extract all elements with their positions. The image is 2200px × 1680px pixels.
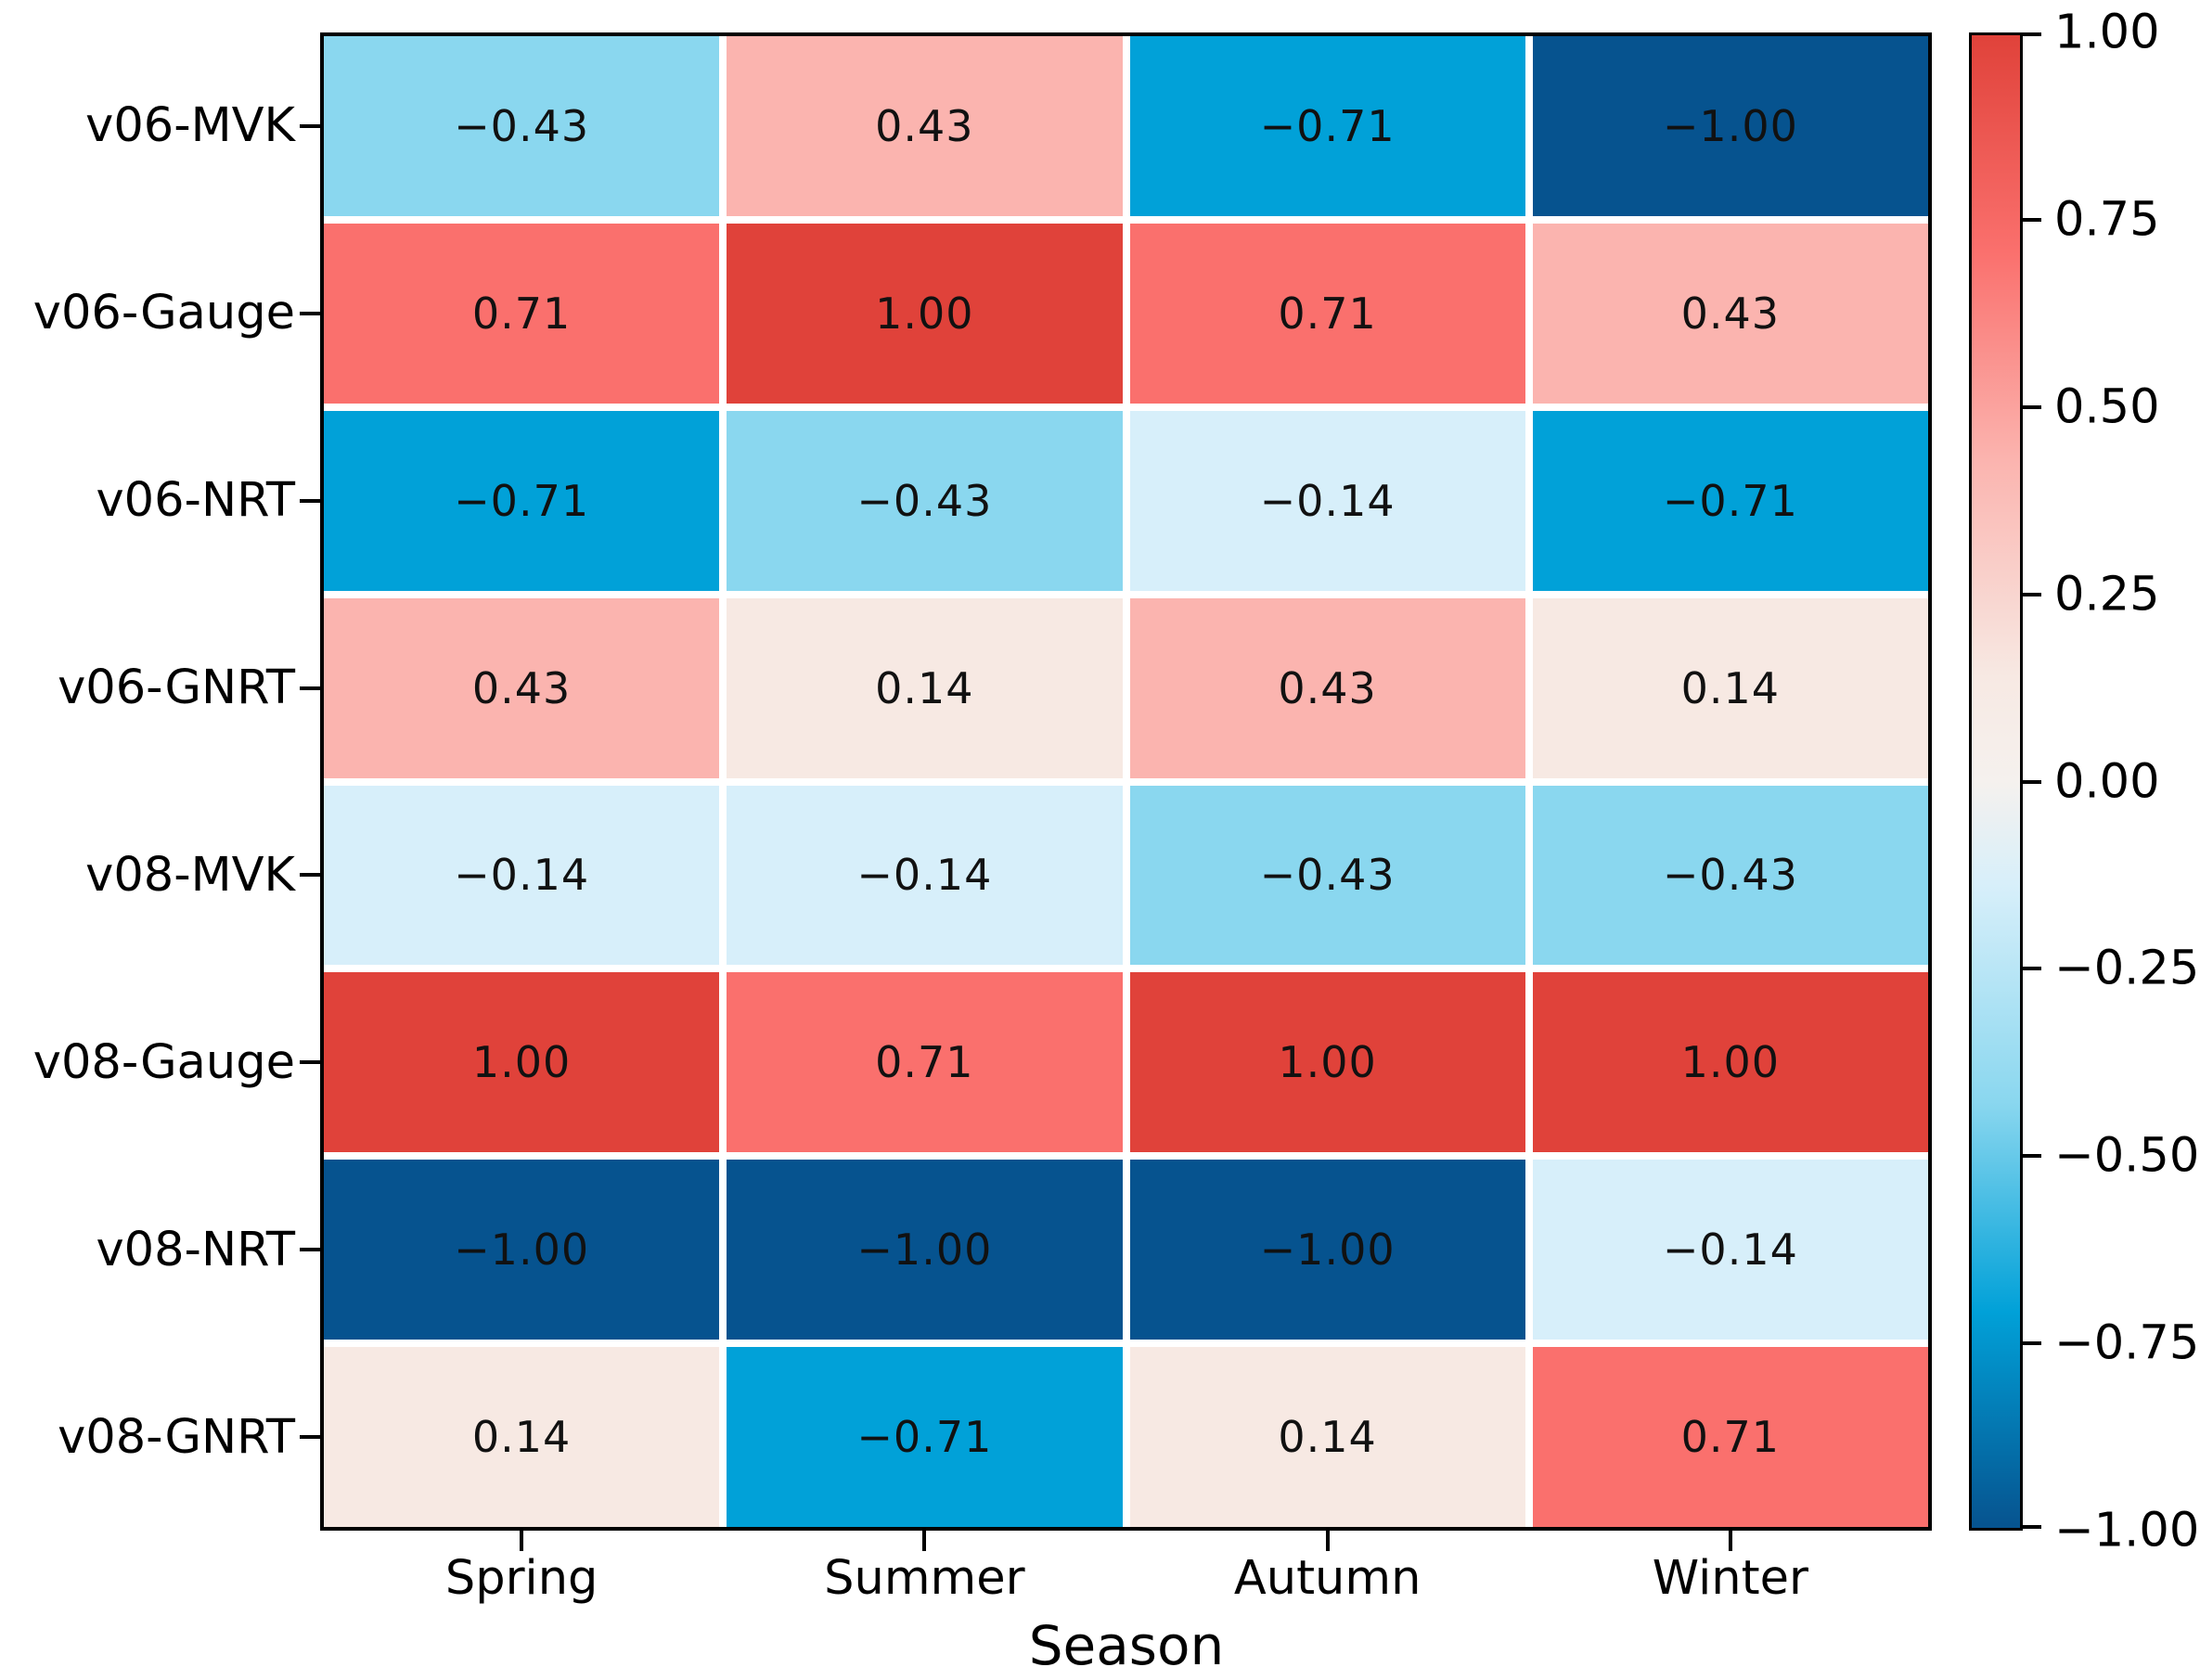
- colorbar-tick: [2023, 1525, 2041, 1529]
- row-label: v08-MVK: [85, 847, 295, 903]
- colorbar-tick: [2023, 404, 2041, 409]
- column-label: Spring: [444, 1551, 598, 1606]
- heatmap-cell: 0.14: [1129, 1347, 1525, 1527]
- colorbar: [1969, 32, 2023, 1531]
- heatmap-cell: −1.00: [727, 1160, 1123, 1340]
- colorbar-tick: [2023, 217, 2041, 222]
- heatmap-cell: −0.43: [324, 36, 720, 216]
- heatmap-cell: 0.14: [324, 1347, 720, 1527]
- heatmap-cell: 0.43: [1129, 597, 1525, 778]
- heatmap-cell: −0.43: [1532, 785, 1928, 966]
- y-tick: [300, 1435, 320, 1440]
- heatmap-cell: −0.14: [324, 785, 720, 966]
- heatmap-cell: −0.43: [1129, 785, 1525, 966]
- y-tick: [300, 123, 320, 128]
- heatmap-cell: −0.14: [727, 785, 1123, 966]
- heatmap-cell: 0.43: [324, 597, 720, 778]
- colorbar-tick-label: −1.00: [2054, 1503, 2200, 1558]
- row-label: v08-Gauge: [32, 1034, 295, 1090]
- heatmap-cell: 1.00: [324, 972, 720, 1153]
- y-tick: [300, 498, 320, 503]
- x-axis-title: Season: [1028, 1614, 1225, 1677]
- heatmap-cell: 0.14: [727, 597, 1123, 778]
- heatmap-cell: 0.71: [1129, 223, 1525, 404]
- colorbar-tick-label: 0.25: [2054, 567, 2160, 622]
- heatmap-cell: 0.71: [727, 972, 1123, 1153]
- colorbar-tick-label: −0.25: [2054, 941, 2200, 996]
- x-tick: [922, 1531, 927, 1551]
- colorbar-tick-label: −0.75: [2054, 1315, 2200, 1371]
- heatmap-cell: −0.71: [1129, 36, 1525, 216]
- heatmap-cell: 1.00: [1532, 972, 1928, 1153]
- colorbar-tick-label: 0.75: [2054, 192, 2160, 248]
- colorbar-tick: [2023, 592, 2041, 596]
- heatmap-cell: −0.14: [1129, 410, 1525, 591]
- column-label: Winter: [1652, 1551, 1808, 1606]
- heatmap-cell: −1.00: [324, 1160, 720, 1340]
- colorbar-tick-label: −0.50: [2054, 1128, 2200, 1184]
- heatmap-cell: −1.00: [1532, 36, 1928, 216]
- x-tick: [520, 1531, 524, 1551]
- heatmap-cell: 0.71: [324, 223, 720, 404]
- heatmap-cell: 0.14: [1532, 597, 1928, 778]
- heatmap-cell: 1.00: [1129, 972, 1525, 1153]
- heatmap-cell: 0.71: [1532, 1347, 1928, 1527]
- colorbar-tick: [2023, 967, 2041, 971]
- row-label: v06-Gauge: [32, 286, 295, 341]
- colorbar-tick: [2023, 779, 2041, 784]
- y-tick: [300, 1248, 320, 1252]
- y-tick: [300, 686, 320, 690]
- heatmap-cell: −0.71: [1532, 410, 1928, 591]
- heatmap-cell: 1.00: [727, 223, 1123, 404]
- colorbar-tick: [2023, 1154, 2041, 1159]
- row-label: v08-GNRT: [58, 1409, 295, 1465]
- x-tick: [1728, 1531, 1732, 1551]
- heatmap-plot-area: −0.43 0.43 −0.71 −1.00 0.71 1.00 0.71 0.43 −0.71…: [320, 32, 1932, 1531]
- heatmap-cell: −0.14: [1532, 1160, 1928, 1340]
- heatmap-cell: −0.71: [324, 410, 720, 591]
- y-tick: [300, 1060, 320, 1065]
- heatmap-cell: 0.43: [727, 36, 1123, 216]
- colorbar-tick-label: 0.00: [2054, 754, 2160, 809]
- colorbar-tick: [2023, 32, 2041, 36]
- row-label: v06-MVK: [85, 98, 295, 154]
- y-tick: [300, 311, 320, 315]
- colorbar-tick-label: 0.50: [2054, 379, 2160, 435]
- column-label: Summer: [824, 1551, 1025, 1606]
- heatmap-cell: −0.71: [727, 1347, 1123, 1527]
- y-tick: [300, 873, 320, 878]
- heatmap-cell: −0.43: [727, 410, 1123, 591]
- colorbar-tick-label: 1.00: [2054, 5, 2160, 60]
- column-label: Autumn: [1233, 1551, 1422, 1606]
- row-label: v06-GNRT: [58, 660, 295, 716]
- x-tick: [1325, 1531, 1330, 1551]
- row-label: v06-NRT: [96, 473, 295, 529]
- row-label: v08-NRT: [96, 1222, 295, 1277]
- heatmap-cell: −1.00: [1129, 1160, 1525, 1340]
- heatmap-cell: 0.43: [1532, 223, 1928, 404]
- colorbar-tick: [2023, 1341, 2041, 1346]
